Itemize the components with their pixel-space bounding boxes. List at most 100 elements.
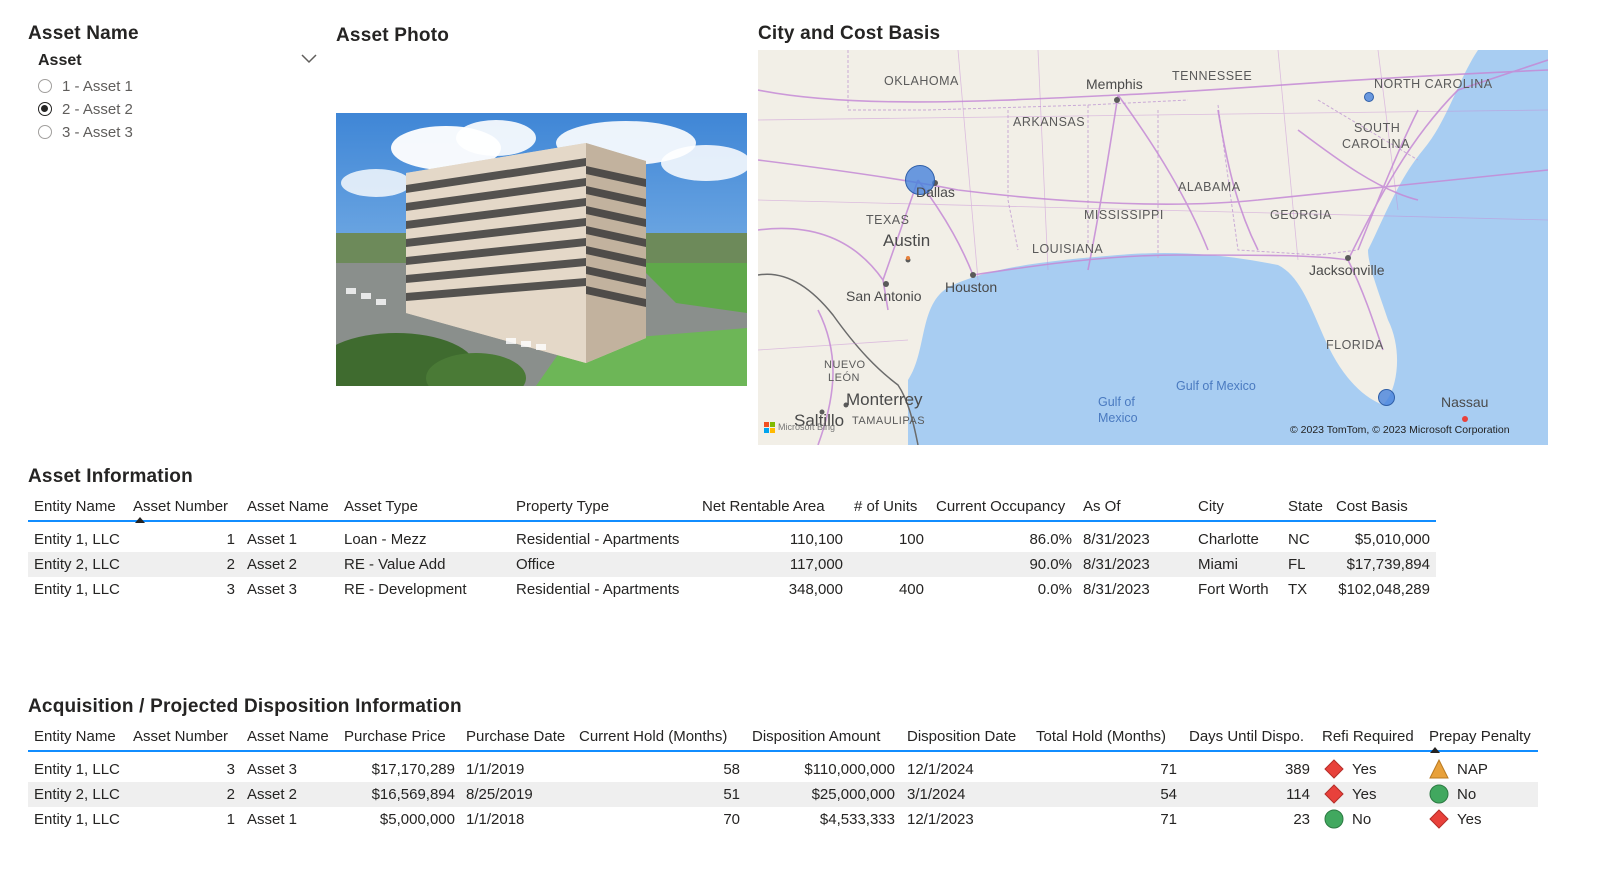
column-header[interactable]: # of Units bbox=[854, 498, 918, 515]
column-header[interactable]: Purchase Price bbox=[344, 728, 446, 745]
cell-property-type: Office bbox=[516, 556, 555, 573]
slicer-header: Asset bbox=[38, 52, 82, 69]
cell-disposition-date: 12/1/2024 bbox=[907, 761, 974, 778]
cell-prepay-penalty: Yes bbox=[1429, 809, 1481, 829]
map-state-label: NUEVO bbox=[824, 359, 866, 371]
cell-refi-required: Yes bbox=[1324, 784, 1376, 804]
column-header[interactable]: As Of bbox=[1083, 498, 1121, 515]
table-row[interactable]: Entity 1, LLC 3 Asset 3 RE - Development… bbox=[28, 577, 1436, 602]
cell-city: Charlotte bbox=[1198, 531, 1259, 548]
slicer-item-asset-1[interactable]: 1 - Asset 1 bbox=[38, 76, 133, 96]
cell-total-hold: 71 bbox=[1160, 811, 1177, 828]
acq-info-title: Acquisition / Projected Disposition Info… bbox=[28, 696, 462, 717]
slicer-item-asset-2[interactable]: 2 - Asset 2 bbox=[38, 99, 133, 119]
cell-days-until-dispo: 114 bbox=[1286, 786, 1310, 803]
map-city-label: San Antonio bbox=[846, 288, 922, 304]
cell-asset-number: 3 bbox=[226, 761, 235, 778]
green-circle-icon bbox=[1429, 784, 1449, 804]
map-city-label: Dallas bbox=[916, 184, 955, 200]
asset-info-title: Asset Information bbox=[28, 466, 193, 487]
cell-asset-name: Asset 1 bbox=[247, 811, 298, 828]
table-row[interactable]: Entity 1, LLC 1 Asset 1 $5,000,000 1/1/2… bbox=[28, 807, 1538, 832]
prepay-label: NAP bbox=[1457, 760, 1488, 778]
cell-purchase-price: $5,000,000 bbox=[379, 811, 455, 828]
map-bubble-fort-worth[interactable] bbox=[905, 165, 935, 195]
column-header[interactable]: City bbox=[1198, 498, 1224, 515]
column-header[interactable]: Asset Name bbox=[247, 728, 329, 745]
column-header[interactable]: Disposition Date bbox=[907, 728, 1017, 745]
asset-info-table: Entity Name Asset Number Asset Name Asse… bbox=[28, 492, 1436, 602]
cell-purchase-price: $16,569,894 bbox=[371, 786, 455, 803]
column-header[interactable]: Days Until Dispo. bbox=[1189, 728, 1305, 745]
bing-logo: Microsoft Bing bbox=[778, 422, 836, 432]
column-header[interactable]: Asset Number bbox=[133, 728, 229, 745]
column-header[interactable]: Current Hold (Months) bbox=[579, 728, 728, 745]
cell-asset-number: 2 bbox=[226, 786, 235, 803]
column-header[interactable]: Cost Basis bbox=[1336, 498, 1408, 515]
cell-asset-type: RE - Value Add bbox=[344, 556, 446, 573]
map-bubble-charlotte[interactable] bbox=[1364, 92, 1374, 102]
column-header[interactable]: Current Occupancy bbox=[936, 498, 1066, 515]
cell-cost-basis: $17,739,894 bbox=[1346, 556, 1430, 573]
cell-state: NC bbox=[1288, 531, 1310, 548]
cell-entity-name: Entity 2, LLC bbox=[34, 786, 120, 803]
map-state-label: TEXAS bbox=[866, 213, 910, 227]
map-state-label: TAMAULIPAS bbox=[852, 415, 926, 427]
map-city-label: Memphis bbox=[1086, 76, 1143, 92]
cell-purchase-date: 8/25/2019 bbox=[466, 786, 533, 803]
map-state-label: MISSISSIPPI bbox=[1084, 208, 1164, 222]
slicer-title: Asset Name bbox=[28, 23, 139, 44]
radio-button[interactable] bbox=[38, 79, 52, 93]
map-state-label: LOUISIANA bbox=[1032, 242, 1104, 256]
cell-entity-name: Entity 2, LLC bbox=[34, 556, 120, 573]
sort-ascending-icon bbox=[1430, 747, 1440, 753]
cell-as-of: 8/31/2023 bbox=[1083, 531, 1150, 548]
prepay-label: Yes bbox=[1457, 810, 1482, 828]
column-header[interactable]: Total Hold (Months) bbox=[1036, 728, 1167, 745]
map-city-label: Jacksonville bbox=[1309, 262, 1385, 278]
acq-info-table: Entity Name Asset Number Asset Name Purc… bbox=[28, 722, 1538, 832]
map-bubble-miami[interactable] bbox=[1378, 389, 1395, 406]
cell-disposition-date: 3/1/2024 bbox=[907, 786, 966, 803]
cell-as-of: 8/31/2023 bbox=[1083, 556, 1150, 573]
cell-current-hold: 70 bbox=[723, 811, 740, 828]
map-city-label: Austin bbox=[883, 231, 931, 250]
column-header[interactable]: Entity Name bbox=[34, 498, 116, 515]
slicer-item-asset-3[interactable]: 3 - Asset 3 bbox=[38, 122, 133, 142]
city-cost-basis-map[interactable]: OKLAHOMA TENNESSEE NORTH CAROLINA ARKANS… bbox=[758, 50, 1548, 445]
column-header[interactable]: State bbox=[1288, 498, 1324, 515]
column-header[interactable]: Asset Name bbox=[247, 498, 329, 515]
green-circle-icon bbox=[1324, 809, 1344, 829]
column-header[interactable]: Net Rentable Area bbox=[702, 498, 825, 515]
orange-triangle-icon bbox=[1429, 759, 1449, 779]
radio-button-selected[interactable] bbox=[38, 102, 52, 116]
table-row[interactable]: Entity 2, LLC 2 Asset 2 RE - Value Add O… bbox=[28, 552, 1436, 577]
map-state-label: TENNESSEE bbox=[1172, 69, 1253, 83]
cell-asset-number: 2 bbox=[226, 556, 235, 573]
table-row[interactable]: Entity 1, LLC 3 Asset 3 $17,170,289 1/1/… bbox=[28, 757, 1538, 782]
cell-city: Miami bbox=[1198, 556, 1238, 573]
column-header[interactable]: Asset Type bbox=[344, 498, 418, 515]
column-header[interactable]: Disposition Amount bbox=[752, 728, 881, 745]
cell-entity-name: Entity 1, LLC bbox=[34, 531, 120, 548]
chevron-down-icon[interactable] bbox=[300, 52, 318, 66]
column-header[interactable]: Purchase Date bbox=[466, 728, 566, 745]
cell-current-hold: 58 bbox=[723, 761, 740, 778]
column-header[interactable]: Prepay Penalty bbox=[1429, 728, 1531, 745]
map-water-label: Gulf of bbox=[1098, 395, 1135, 409]
cell-occupancy: 0.0% bbox=[1037, 581, 1072, 598]
cell-asset-name: Asset 2 bbox=[247, 786, 298, 803]
table-row[interactable]: Entity 1, LLC 1 Asset 1 Loan - Mezz Resi… bbox=[28, 527, 1436, 552]
cell-asset-number: 3 bbox=[226, 581, 235, 598]
column-header[interactable]: Entity Name bbox=[34, 728, 116, 745]
cell-total-hold: 71 bbox=[1160, 761, 1177, 778]
column-header[interactable]: Property Type bbox=[516, 498, 610, 515]
slicer-item-label: 3 - Asset 3 bbox=[62, 123, 133, 141]
cell-property-type: Residential - Apartments bbox=[516, 531, 680, 548]
cell-as-of: 8/31/2023 bbox=[1083, 581, 1150, 598]
refi-label: Yes bbox=[1352, 760, 1377, 778]
radio-button[interactable] bbox=[38, 125, 52, 139]
column-header[interactable]: Asset Number bbox=[133, 498, 229, 515]
table-row[interactable]: Entity 2, LLC 2 Asset 2 $16,569,894 8/25… bbox=[28, 782, 1538, 807]
column-header[interactable]: Refi Required bbox=[1322, 728, 1414, 745]
